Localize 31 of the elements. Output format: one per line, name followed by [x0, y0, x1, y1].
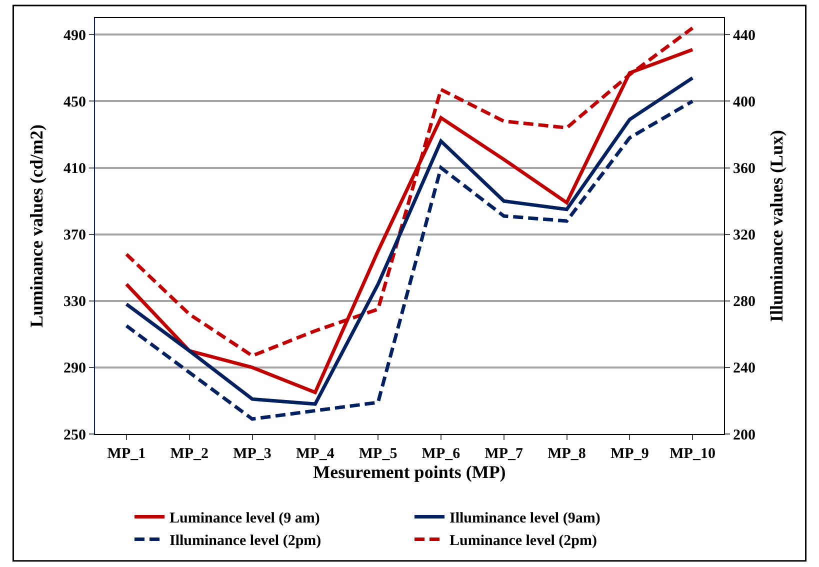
y2-tick-label: 280 — [733, 294, 756, 310]
y-tick-label: 290 — [64, 360, 86, 377]
x-tick-label: MP_3 — [233, 446, 272, 462]
y-tick-label: 490 — [64, 28, 86, 44]
x-axis-title: Mesurement points (MP) — [313, 462, 506, 482]
x-tick-label: MP_10 — [670, 446, 716, 462]
x-tick-label: MP_2 — [170, 446, 209, 462]
y2-tick-label: 440 — [733, 28, 756, 44]
x-tick-label: MP_9 — [610, 446, 649, 462]
x-tick-label: MP_1 — [107, 446, 146, 462]
y2-tick-label: 200 — [733, 427, 756, 444]
legend-label: Luminance level (2pm) — [450, 533, 597, 550]
x-tick-label: MP_4 — [296, 446, 335, 462]
y-tick-label: 450 — [64, 94, 86, 110]
y2-tick-label: 400 — [733, 94, 756, 110]
x-tick-label: MP_6 — [422, 446, 461, 462]
y2-tick-label: 240 — [733, 360, 756, 377]
y2-tick-label: 320 — [733, 228, 756, 244]
legend-label: Illuminance level (2pm) — [170, 533, 322, 550]
y2-tick-label: 360 — [733, 161, 756, 178]
y-tick-label: 250 — [64, 427, 86, 444]
legend-label: Luminance level (9 am) — [170, 510, 320, 527]
y-axis-title: Luminance values (cd/m2) — [26, 124, 47, 328]
y2-axis-title: Illuminance values (Lux) — [766, 130, 787, 322]
y-tick-label: 370 — [64, 228, 86, 244]
y-tick-label: 410 — [64, 161, 86, 178]
legend-label: Illuminance level (9am) — [450, 510, 600, 527]
x-tick-label: MP_7 — [484, 446, 524, 462]
x-tick-label: MP_5 — [358, 446, 398, 462]
y-tick-label: 330 — [64, 294, 86, 310]
x-tick-label: MP_8 — [548, 446, 586, 462]
